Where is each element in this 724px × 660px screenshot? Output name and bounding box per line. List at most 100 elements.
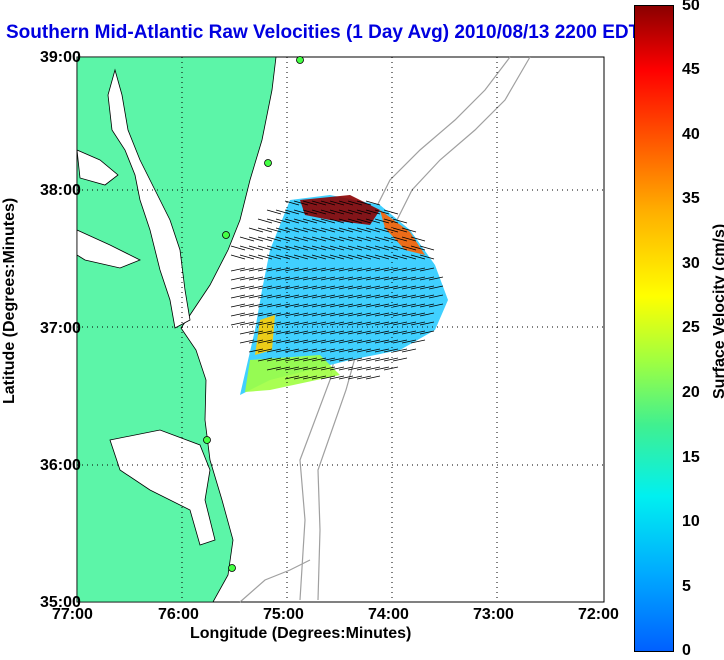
velocity-vector — [374, 245, 390, 251]
velocity-vector — [293, 218, 309, 224]
velocity-vector — [266, 285, 282, 290]
velocity-vector — [392, 357, 408, 362]
velocity-vector — [419, 312, 435, 317]
velocity-vector — [374, 357, 390, 362]
velocity-vector — [401, 245, 417, 251]
velocity-vector — [320, 227, 336, 233]
velocity-vector — [275, 236, 291, 242]
velocity-vector — [347, 245, 363, 251]
velocity-vector — [338, 294, 354, 299]
velocity-vector — [374, 366, 390, 371]
velocity-vector — [284, 321, 300, 326]
velocity-vector — [374, 227, 390, 233]
velocity-vector — [302, 303, 318, 308]
velocity-vector — [293, 366, 309, 371]
velocity-vector — [311, 218, 327, 224]
velocity-vector — [311, 348, 327, 353]
velocity-vector — [410, 312, 426, 317]
velocity-vector — [311, 245, 327, 251]
velocity-vector — [320, 267, 336, 272]
velocity-vector — [428, 294, 444, 299]
velocity-vector — [338, 285, 354, 290]
velocity-vector — [356, 366, 372, 371]
velocity-vector — [302, 218, 318, 224]
velocity-vector — [329, 312, 345, 317]
velocity-vector — [230, 285, 246, 290]
velocity-vector — [293, 330, 309, 335]
velocity-vector — [338, 254, 354, 260]
velocity-vector — [365, 294, 381, 299]
velocity-vector — [356, 267, 372, 272]
velocity-vector — [419, 267, 435, 272]
x-tick: 75:00 — [263, 606, 304, 623]
velocity-vector — [275, 227, 291, 233]
velocity-vector — [275, 321, 291, 326]
velocity-vector — [356, 312, 372, 317]
velocity-vector — [311, 200, 327, 206]
velocity-vector — [266, 236, 282, 242]
y-tick: 37:00 — [40, 320, 81, 337]
velocity-vector — [383, 209, 399, 215]
velocity-vector — [428, 285, 444, 290]
velocity-vector — [365, 357, 381, 362]
velocity-vector — [248, 303, 264, 308]
x-tick: 72:00 — [578, 606, 619, 623]
velocity-vector — [329, 339, 345, 344]
velocity-vector — [419, 303, 435, 308]
velocity-vector — [329, 276, 345, 281]
grid-lines — [77, 57, 604, 602]
velocity-vector — [311, 339, 327, 344]
velocity-vector — [266, 245, 282, 251]
velocity-vector — [257, 254, 273, 260]
velocity-vector — [239, 245, 255, 251]
velocity-vector — [311, 321, 327, 326]
velocity-vector — [248, 276, 264, 281]
velocity-vector — [302, 236, 318, 242]
velocity-vector — [383, 245, 399, 251]
velocity-vector — [365, 330, 381, 335]
velocity-vector — [266, 294, 282, 299]
velocity-vector — [329, 294, 345, 299]
velocity-vector — [356, 227, 372, 233]
velocity-vector — [392, 245, 408, 251]
velocity-vector — [401, 254, 417, 260]
velocity-vector — [401, 267, 417, 272]
station-markers — [203, 56, 304, 572]
velocity-vector — [320, 357, 336, 362]
velocity-vector — [392, 285, 408, 290]
y-tick: 38:00 — [40, 182, 81, 199]
velocity-vector — [419, 321, 435, 326]
velocity-vector — [401, 330, 417, 335]
velocity-vector — [383, 330, 399, 335]
velocity-vector — [248, 236, 264, 242]
velocity-vector — [383, 218, 399, 224]
velocity-vector — [311, 357, 327, 362]
velocity-vector — [302, 209, 318, 215]
velocity-vector — [293, 312, 309, 317]
velocity-vector — [329, 236, 345, 242]
velocity-vector — [410, 330, 426, 335]
velocity-vector — [374, 254, 390, 260]
velocity-vector — [338, 348, 354, 353]
velocity-vector — [320, 285, 336, 290]
velocity-vector — [374, 339, 390, 344]
velocity-vector — [329, 227, 345, 233]
velocity-vector — [284, 200, 300, 206]
velocity-vector — [293, 200, 309, 206]
velocity-vector — [275, 348, 291, 353]
chesapeake-bay — [107, 68, 191, 329]
velocity-vector — [410, 267, 426, 272]
velocity-vector — [365, 218, 381, 224]
velocity-vector — [356, 209, 372, 215]
velocity-vector — [365, 312, 381, 317]
velocity-vector — [248, 339, 264, 344]
velocity-vector — [293, 339, 309, 344]
velocity-vector — [230, 276, 246, 281]
velocity-vector — [356, 218, 372, 224]
velocity-vector — [347, 254, 363, 260]
velocity-vector — [284, 276, 300, 281]
velocity-vector — [311, 227, 327, 233]
velocity-vector — [257, 321, 273, 326]
velocity-vector — [257, 218, 273, 224]
y-tick: 39:00 — [40, 49, 81, 66]
